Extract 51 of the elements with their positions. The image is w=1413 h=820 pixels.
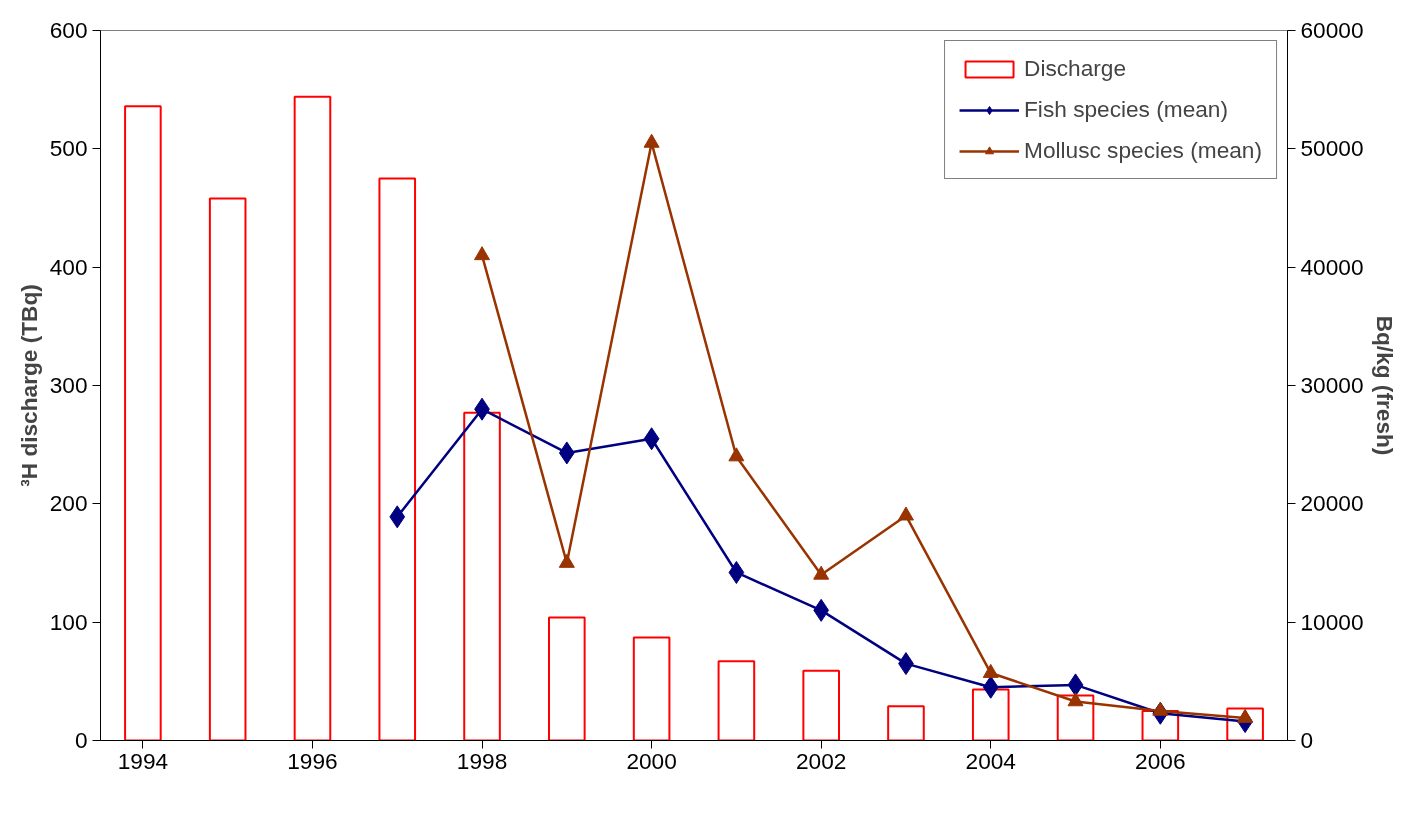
point [897, 506, 914, 521]
bar [293, 95, 332, 741]
y-tick-label: 300 [49, 372, 88, 398]
x-tick-label: 1994 [117, 747, 169, 774]
bar [124, 105, 162, 741]
bar [548, 616, 586, 741]
point [728, 447, 745, 462]
y2-tick-label: 40000 [1300, 253, 1364, 280]
y2-tick-label: 60000 [1300, 17, 1364, 43]
point [558, 441, 575, 465]
x-tick-label: 2004 [965, 747, 1016, 774]
y2-tick-label: 50000 [1300, 135, 1364, 162]
y-tick-label: 600 [49, 17, 88, 43]
point [389, 505, 406, 529]
bar [971, 688, 1010, 741]
bar [802, 669, 840, 741]
y2-tick-label: 0 [1300, 727, 1314, 753]
point [643, 427, 660, 451]
point [558, 553, 575, 568]
y-tick-label: 200 [49, 490, 88, 517]
point [643, 133, 660, 148]
point [982, 675, 999, 699]
y2-tick-label: 20000 [1300, 490, 1364, 517]
point [813, 598, 830, 622]
point [1067, 692, 1084, 707]
y-tick-label: 100 [49, 608, 88, 635]
bar [378, 177, 417, 741]
bar [717, 660, 756, 741]
x-tick-label: 2000 [626, 747, 677, 774]
y-axis-title: ³H discharge (TBq) [15, 284, 42, 487]
x-tick-label: 2002 [795, 747, 847, 774]
y2-tick-label: 10000 [1300, 608, 1364, 635]
y-tick-label: 500 [49, 135, 88, 162]
bar [887, 705, 925, 741]
point [813, 565, 830, 580]
y-tick-label: 0 [74, 727, 88, 753]
x-tick-label: 1996 [287, 747, 338, 774]
y-tick-label: 400 [49, 253, 88, 280]
point [1067, 673, 1084, 697]
point [474, 246, 491, 261]
x-tick-label: 1998 [456, 747, 508, 774]
legend-label: Fish species (mean) [1024, 96, 1229, 123]
x-tick-label: 2006 [1135, 747, 1186, 774]
bar [208, 197, 247, 741]
legend-label: Mollusc species (mean) [1024, 137, 1262, 164]
y2-tick-label: 30000 [1300, 372, 1364, 398]
y2-axis-title: Bq/kg (fresh) [1371, 315, 1398, 456]
point [728, 560, 745, 584]
bar [463, 411, 501, 741]
legend-label: Discharge [1024, 55, 1127, 82]
bar [632, 636, 671, 741]
